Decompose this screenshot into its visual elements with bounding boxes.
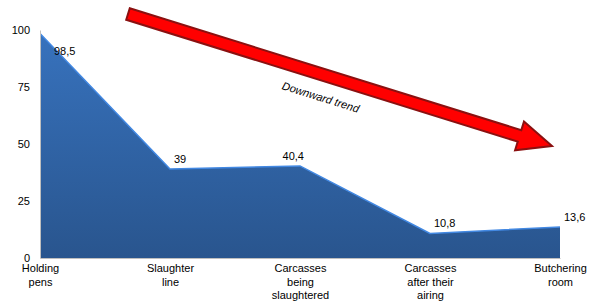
- y-tick-label: 25: [18, 195, 30, 207]
- x-axis: Holding pens Slaughter line Carcasses beingsl…: [22, 258, 587, 301]
- x-tick: Holding pens: [22, 258, 59, 288]
- x-tick-label-line: airing: [417, 289, 444, 301]
- x-tick: Carcasses after theirairing: [405, 258, 457, 301]
- x-tick: Slaughter line: [147, 258, 194, 288]
- y-axis-line: [40, 31, 41, 259]
- x-tick-label-line: Holding: [22, 262, 59, 274]
- x-tick-label-line: slaughtered: [272, 289, 330, 301]
- y-axis: 0255075100: [12, 24, 41, 264]
- x-tick-label-line: pens: [29, 276, 53, 288]
- x-tick-label-line: line: [162, 276, 179, 288]
- trend-arrow: Downward trend: [120, 0, 557, 173]
- y-tick: 50: [18, 138, 40, 150]
- chart: 0255075100HoldingpensSlaughterlineCarcas…: [0, 0, 610, 307]
- x-tick-label: Butchering room: [534, 262, 587, 288]
- y-tick: 75: [18, 81, 40, 93]
- x-tick: Butchering room: [534, 258, 587, 288]
- x-tick-label-line: Slaughter: [147, 262, 194, 274]
- data-label: 10,8: [434, 217, 455, 229]
- x-tick-label-line: after their: [407, 276, 454, 288]
- data-label: 13,6: [564, 211, 585, 223]
- x-tick-label: Slaughter line: [147, 262, 194, 288]
- y-tick: 100: [12, 24, 40, 36]
- y-tick-label: 75: [18, 81, 30, 93]
- x-tick-label-line: Carcasses: [275, 262, 327, 274]
- y-tick-label: 100: [12, 24, 30, 36]
- x-tick-label-line: Carcasses: [405, 262, 457, 274]
- data-label: 39: [174, 153, 186, 165]
- x-tick-label-line: Butchering: [534, 262, 587, 274]
- x-axis-line: [41, 258, 561, 259]
- y-tick: 25: [18, 195, 40, 207]
- data-label: 98,5: [54, 45, 75, 57]
- x-tick-label-line: being: [287, 276, 314, 288]
- annotation: Downward trend: [281, 79, 362, 115]
- x-tick-label: Holding pens: [22, 262, 59, 288]
- data-label: 40,4: [283, 150, 304, 162]
- x-tick: Carcasses beingslaughtered: [272, 258, 330, 301]
- x-tick-label: Carcasses after theirairing: [405, 262, 457, 302]
- arrow-shape: [124, 0, 557, 160]
- x-tick-label: Carcasses beingslaughtered: [272, 262, 330, 302]
- y-tick-label: 50: [18, 138, 30, 150]
- x-tick-label-line: room: [548, 276, 573, 288]
